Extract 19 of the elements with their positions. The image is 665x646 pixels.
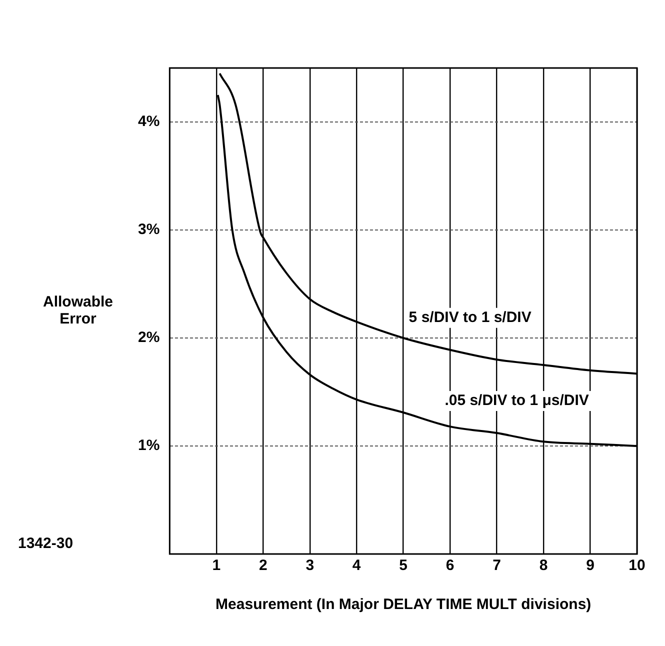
x-tick-label: 7: [492, 557, 501, 574]
x-tick-label: 6: [446, 557, 454, 574]
series-label: 5 s/DIV to 1 s/DIV: [408, 309, 532, 326]
x-tick-label: 2: [258, 557, 268, 574]
text: 1342-30: [18, 535, 74, 552]
x-axis-title: Measurement (In Major DELAY TIME MULT divisions): [216, 596, 592, 614]
x-tick-label: 10: [628, 557, 646, 574]
x-tick-label: 8: [539, 557, 548, 574]
x-tick-label: 1: [212, 557, 221, 574]
y-tick-label: 1%: [138, 437, 160, 454]
series-label: .05 s/DIV to 1 μs/DIV: [444, 392, 589, 410]
x-tick-label: 3: [306, 557, 314, 574]
y-axis-title: Allowable Error: [42, 294, 114, 328]
y-tick-label: 4%: [138, 113, 160, 130]
x-tick-label: 4: [352, 557, 362, 574]
y-tick-label: 3%: [138, 221, 160, 238]
x-tick-label: 9: [586, 557, 594, 574]
x-tick-label: 5: [399, 557, 408, 574]
y-tick-label: 2%: [138, 329, 160, 346]
